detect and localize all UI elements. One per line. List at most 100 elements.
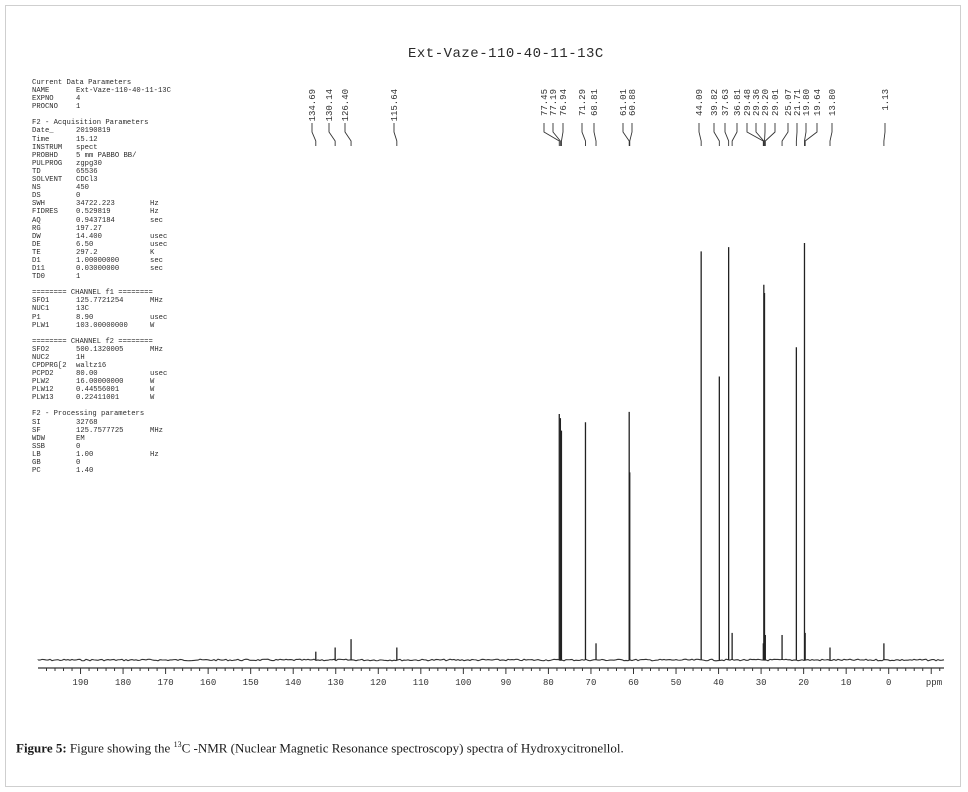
peak-label-connector bbox=[764, 123, 776, 146]
x-tick-label: 40 bbox=[713, 678, 724, 688]
peak-shift-label: 29.20 bbox=[761, 89, 771, 116]
param-key: DS bbox=[32, 192, 41, 201]
x-tick-label: 90 bbox=[500, 678, 511, 688]
param-key: NUC1 bbox=[32, 305, 50, 314]
peak-shift-label: 37.63 bbox=[721, 89, 731, 116]
x-tick-label: 120 bbox=[370, 678, 386, 688]
peak-shift-label: 68.81 bbox=[590, 89, 600, 116]
param-value: 1.00 bbox=[76, 450, 94, 459]
param-key: TD0 bbox=[32, 273, 45, 282]
peak-shift-label: 39.82 bbox=[710, 89, 720, 116]
peak-label-connector bbox=[622, 123, 630, 146]
x-tick-label: 110 bbox=[413, 678, 429, 688]
peak-shift-label: 29.36 bbox=[752, 89, 762, 116]
param-row: RG 197.27 bbox=[32, 225, 182, 233]
param-key: FIDRES bbox=[32, 208, 58, 217]
param-key: PROCNO bbox=[32, 103, 58, 112]
param-key: SI bbox=[32, 418, 41, 427]
param-key: SF bbox=[32, 426, 41, 435]
param-value: 125.7577725 bbox=[76, 426, 124, 435]
param-key: PLW13 bbox=[32, 394, 54, 403]
param-key: DE bbox=[32, 240, 41, 249]
peak-label-connector bbox=[593, 123, 597, 146]
peak-shift-label: 77.19 bbox=[549, 89, 559, 116]
param-value: 14.400 bbox=[76, 232, 102, 241]
param-value: 297.2 bbox=[76, 248, 98, 257]
param-key: EXPNO bbox=[32, 95, 54, 104]
caption-label: Figure 5: bbox=[16, 740, 67, 756]
param-key: NUC2 bbox=[32, 353, 50, 362]
x-tick-label: 0 bbox=[886, 678, 891, 688]
param-value: 1 bbox=[76, 273, 81, 282]
x-tick-label: 150 bbox=[243, 678, 259, 688]
param-row: DS 0 bbox=[32, 192, 182, 200]
param-key: PULPROG bbox=[32, 159, 63, 168]
param-row: Date_ 20190819 bbox=[32, 127, 182, 135]
peak-shift-label: 126.40 bbox=[341, 89, 351, 121]
param-value: EM bbox=[76, 434, 85, 443]
param-key: CPDPRG[2 bbox=[32, 362, 67, 370]
param-value: 5 mm PABBO BB/ bbox=[76, 151, 137, 160]
peak-label-connector bbox=[795, 123, 798, 146]
param-key: SFO1 bbox=[32, 297, 50, 306]
peak-label-connector bbox=[731, 123, 738, 146]
peak-shift-label: 25.07 bbox=[784, 89, 794, 116]
param-unit: usec bbox=[150, 240, 168, 249]
peak-label-connector bbox=[724, 123, 730, 146]
param-value: spect bbox=[76, 143, 98, 152]
param-key: NAME bbox=[32, 87, 50, 96]
peak-shift-label: 115.64 bbox=[390, 89, 400, 121]
x-tick-label: 180 bbox=[115, 678, 131, 688]
param-key: D11 bbox=[32, 265, 45, 274]
acquisition-parameters-panel: Current Data Parameters NAME Ext-Vaze-110-… bbox=[32, 79, 182, 475]
param-row: INSTRUM spect bbox=[32, 144, 182, 152]
param-value: 125.7721254 bbox=[76, 297, 124, 306]
param-key: PLW2 bbox=[32, 378, 50, 387]
param-key: PLW12 bbox=[32, 386, 54, 395]
param-value: 6.50 bbox=[76, 240, 94, 249]
x-tick-label: 80 bbox=[543, 678, 554, 688]
param-key: Date_ bbox=[32, 127, 54, 136]
param-key: PC bbox=[32, 467, 41, 476]
param-key: SFO2 bbox=[32, 345, 50, 354]
param-unit: Hz bbox=[150, 208, 159, 217]
param-key: RG bbox=[32, 224, 41, 233]
param-row: PCPD2 80.00 usec bbox=[32, 370, 182, 378]
peak-label-connector bbox=[543, 123, 560, 146]
param-row: DW 14.400 usec bbox=[32, 233, 182, 241]
param-value: 4 bbox=[76, 95, 81, 104]
param-row: Time 15.12 bbox=[32, 136, 182, 144]
param-key: DW bbox=[32, 232, 41, 241]
param-unit: W bbox=[150, 386, 155, 395]
param-section-title: ======== CHANNEL f1 ======== bbox=[32, 289, 153, 298]
param-row: PULPROG zgpg30 bbox=[32, 160, 182, 168]
peak-shift-label: 19.80 bbox=[802, 89, 812, 116]
param-value: 16.00000000 bbox=[76, 378, 124, 387]
param-value: 450 bbox=[76, 184, 89, 193]
param-value: 13C bbox=[76, 305, 89, 314]
param-value: 34722.223 bbox=[76, 200, 115, 209]
peak-shift-label: 29.01 bbox=[771, 89, 781, 116]
figure-caption: Figure 5: Figure showing the 13C -NMR (N… bbox=[16, 740, 624, 756]
param-row: SF 125.7577725 MHz bbox=[32, 427, 182, 435]
peak-shift-label: 19.64 bbox=[813, 89, 823, 116]
param-unit: Hz bbox=[150, 200, 159, 209]
param-row: WDW EM bbox=[32, 435, 182, 443]
param-key: SSB bbox=[32, 442, 45, 451]
param-unit: MHz bbox=[150, 297, 163, 306]
param-key: PCPD2 bbox=[32, 370, 54, 379]
param-row: P1 8.90 usec bbox=[32, 314, 182, 322]
x-tick-label: 170 bbox=[158, 678, 174, 688]
param-row: NUC2 1H bbox=[32, 354, 182, 362]
param-value: 65536 bbox=[76, 167, 98, 176]
peak-shift-label: 1.13 bbox=[881, 89, 891, 111]
param-row: PROBHD 5 mm PABBO BB/ bbox=[32, 152, 182, 160]
param-row: NUC1 13C bbox=[32, 305, 182, 313]
param-value: 1.40 bbox=[76, 467, 94, 476]
param-row: AQ 0.9437184 sec bbox=[32, 217, 182, 225]
spectrum-baseline bbox=[37, 658, 945, 662]
param-row: SWH 34722.223 Hz bbox=[32, 200, 182, 208]
param-value: 8.90 bbox=[76, 313, 94, 322]
param-value: waltz16 bbox=[76, 362, 107, 370]
peak-shift-label: 60.88 bbox=[628, 89, 638, 116]
